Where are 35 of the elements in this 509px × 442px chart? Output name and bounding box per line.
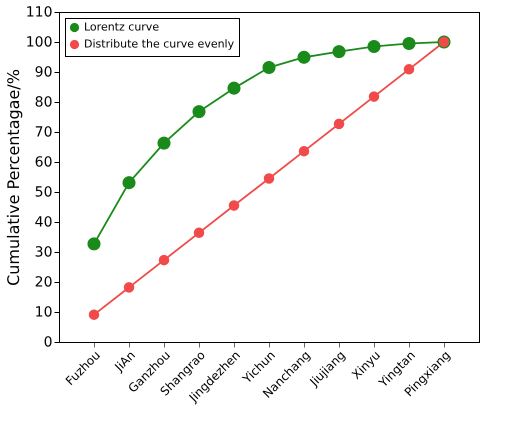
point (122, 176, 136, 190)
y-axis-title: Cumulative Percentagae/% (4, 69, 23, 286)
y-tick-label: 30 (34, 244, 52, 260)
point (402, 36, 416, 50)
y-tick-label: 80 (34, 94, 52, 110)
y-tick-label: 0 (44, 334, 52, 350)
y-tick-label: 60 (34, 154, 52, 170)
y-tick-label: 110 (26, 4, 52, 20)
y-tick-label: 10 (34, 304, 52, 320)
y-tick-label: 100 (26, 34, 52, 50)
legend-label: Lorentz curve (84, 20, 160, 34)
point (297, 50, 311, 64)
point (262, 60, 276, 74)
point (298, 146, 310, 156)
point (124, 282, 134, 293)
y-tick-label: 40 (34, 214, 52, 230)
point (194, 228, 204, 238)
point (227, 82, 241, 95)
point (88, 309, 100, 320)
y-tick-label: 90 (34, 64, 52, 80)
y-tick-label: 50 (34, 184, 52, 200)
point (368, 91, 380, 102)
point (264, 173, 274, 184)
point (157, 136, 171, 150)
point (334, 118, 344, 130)
y-tick-label: 70 (34, 124, 52, 140)
point (332, 45, 346, 58)
legend-label: Distribute the curve evenly (84, 38, 235, 50)
point (228, 200, 240, 211)
point (87, 237, 101, 250)
y-tick-label: 20 (34, 274, 52, 290)
point (367, 40, 381, 54)
point (404, 64, 414, 75)
point (192, 105, 206, 118)
point (158, 254, 170, 266)
